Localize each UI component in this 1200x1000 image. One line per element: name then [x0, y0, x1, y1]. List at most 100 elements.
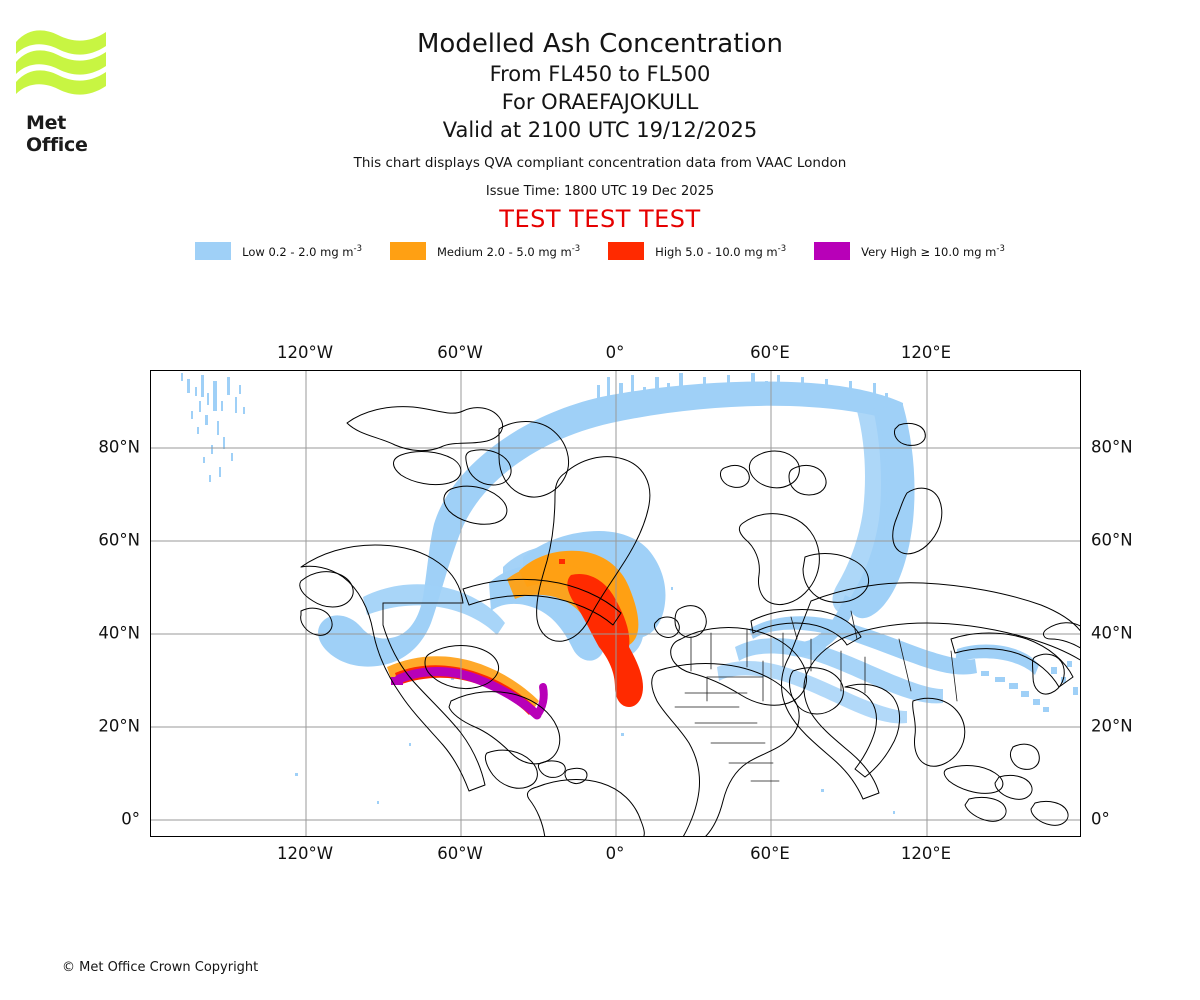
coast-south-america [526, 779, 645, 836]
lon-label-top-4: 120°E [900, 343, 952, 362]
ash-layer-very-high [391, 667, 548, 720]
coast-canada-east [462, 578, 622, 626]
coast-greenland [536, 456, 651, 642]
lat-label-left-0: 0° [121, 809, 140, 829]
coast-maritime-se-asia [943, 743, 1069, 826]
map-gridlines [151, 371, 1080, 836]
ash-low-central-asia-lower [735, 638, 943, 704]
lon-label-top-1: 60°W [437, 343, 483, 362]
legend-label-very-high: Very High ≥ 10.0 mg m-3 [861, 243, 1005, 259]
coast-scandinavia [738, 513, 820, 606]
coast-kamchatka [1043, 622, 1080, 649]
coast-arctic-islands [346, 406, 503, 452]
legend-item-medium: Medium 2.0 - 5.0 mg m-3 [389, 242, 581, 260]
coast-arabia [789, 667, 844, 715]
ash-low-fragments-northwest [181, 373, 245, 482]
lat-label-right-0: 0° [1091, 809, 1110, 829]
legend-swatch-low [195, 242, 232, 260]
coast-baffin-west [465, 449, 512, 486]
page-title: Modelled Ash Concentration [416, 29, 784, 59]
coast-victoria-island [393, 451, 462, 486]
map-plot-area[interactable] [150, 370, 1081, 837]
lon-label-bottom-0: 120°W [276, 844, 334, 863]
coast-alaska-peninsula [300, 607, 333, 636]
legend-swatch-medium [389, 242, 426, 260]
legend-item-low: Low 0.2 - 2.0 mg m-3 [195, 242, 362, 260]
met-office-logo: Met Office [14, 24, 124, 156]
ash-low-arctic-arc [318, 381, 903, 667]
ash-high-fleck-1 [559, 559, 565, 564]
lat-label-left-80: 80°N [98, 437, 140, 457]
coast-ireland [654, 616, 680, 638]
ash-very-high-turn [533, 683, 548, 719]
concentration-legend: Low 0.2 - 2.0 mg m-3 Medium 2.0 - 5.0 mg… [0, 242, 1200, 260]
ash-low-central-asia-lower-2 [717, 661, 907, 724]
valid-time-subtitle: Valid at 2100 UTC 19/12/2025 [442, 118, 758, 142]
lon-label-bottom-3: 60°E [750, 844, 790, 863]
coast-central-america [484, 749, 538, 789]
coast-arctic-south-islands [443, 485, 508, 525]
coast-baffin-island [498, 421, 569, 498]
lon-label-top-2: 0° [605, 343, 625, 362]
coast-caribbean [538, 760, 588, 784]
ash-low-far-east-arc [955, 644, 1039, 675]
coast-eurasia-north [781, 582, 1080, 800]
brand-name: Met Office [26, 112, 88, 156]
coast-svalbard-nw [720, 464, 750, 488]
coast-eastern-europe [750, 608, 862, 646]
map-coastlines [299, 406, 1080, 836]
chart-header: Modelled Ash Concentration From FL450 to… [0, 28, 1200, 234]
lat-label-left-40: 40°N [98, 623, 140, 643]
lat-label-right-60: 60°N [1091, 530, 1133, 550]
ash-low-tail-west [363, 584, 505, 635]
coast-svalbard-east [788, 464, 827, 496]
lon-label-bottom-4: 120°E [900, 844, 952, 863]
lon-label-bottom-1: 60°W [437, 844, 483, 863]
map-container: 120°W 60°W 0° 60°E 120°E 120°W 60°W 0° 6… [98, 343, 1132, 863]
met-office-waves-logo [16, 30, 106, 95]
ash-low-central-asia-upper [749, 616, 977, 675]
ash-very-high-source-blob [391, 677, 403, 685]
map-political-borders [382, 602, 958, 782]
ash-low-kola-stream [789, 595, 857, 657]
lon-label-bottom-2: 0° [605, 844, 625, 863]
legend-label-medium: Medium 2.0 - 5.0 mg m-3 [436, 243, 581, 259]
qva-note: This chart displays QVA compliant concen… [353, 155, 847, 171]
coast-india [844, 683, 900, 778]
legend-swatch-high [608, 242, 645, 260]
lat-label-left-60: 60°N [98, 530, 140, 550]
ash-low-speckle-north [597, 373, 888, 403]
coast-novaya-zemlya [892, 487, 943, 555]
legend-label-low: Low 0.2 - 2.0 mg m-3 [242, 243, 362, 259]
coast-alaska [299, 571, 354, 608]
lon-label-top-3: 60°E [750, 343, 790, 362]
ash-low-barents-band-2 [832, 411, 887, 613]
ash-low-far-east-speckle [969, 667, 1049, 712]
legend-swatch-very-high [814, 242, 851, 260]
coast-svalbard-west [748, 450, 800, 489]
coast-africa [651, 663, 800, 836]
issue-time: Issue Time: 1800 UTC 19 Dec 2025 [485, 184, 715, 199]
ash-low-pacific-speckle [1051, 661, 1078, 695]
coast-indochina [912, 697, 966, 767]
volcano-subtitle: For ORAEFAJOKULL [501, 90, 699, 114]
lat-label-right-40: 40°N [1091, 623, 1133, 643]
test-banner: TEST TEST TEST [499, 205, 701, 233]
legend-label-high: High 5.0 - 10.0 mg m-3 [655, 243, 787, 259]
ash-very-high-hook-core [394, 667, 542, 720]
legend-item-very-high: Very High ≥ 10.0 mg m-3 [814, 242, 1005, 260]
coast-kola [802, 553, 870, 603]
coast-japan [1032, 653, 1065, 695]
map-svg [151, 371, 1080, 836]
flight-level-subtitle: From FL450 to FL500 [489, 62, 711, 86]
coast-north-america [300, 544, 486, 792]
coast-iceland [424, 645, 499, 690]
lat-label-right-20: 20°N [1091, 716, 1133, 736]
lat-label-left-20: 20°N [98, 716, 140, 736]
coast-franz-josef [894, 422, 926, 446]
coast-great-britain [674, 605, 707, 638]
copyright-notice: © Met Office Crown Copyright [62, 960, 259, 975]
ash-high-hook-sheath [395, 665, 535, 715]
legend-item-high: High 5.0 - 10.0 mg m-3 [608, 242, 786, 260]
